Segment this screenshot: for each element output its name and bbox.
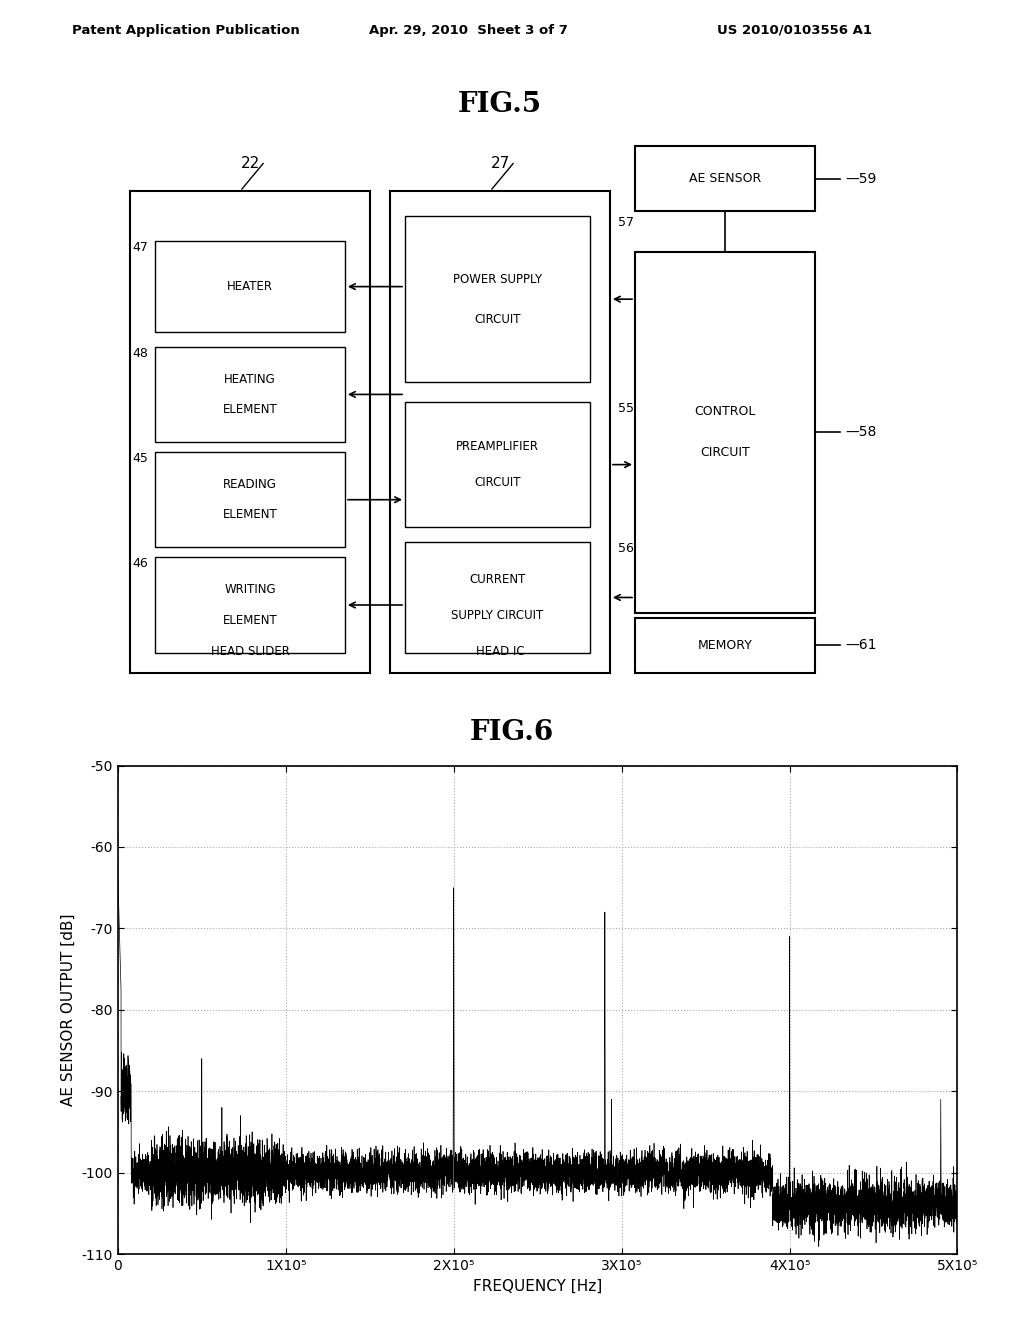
Text: HEAD SLIDER: HEAD SLIDER	[211, 644, 290, 657]
Bar	[155, 242, 345, 331]
Bar	[390, 191, 610, 673]
Text: MEMORY: MEMORY	[697, 639, 753, 652]
Text: 48: 48	[132, 347, 148, 360]
Text: FIG.6: FIG.6	[470, 719, 554, 746]
Text: 47: 47	[132, 242, 148, 255]
Text: SUPPLY CIRCUIT: SUPPLY CIRCUIT	[452, 609, 544, 622]
Text: 57: 57	[618, 216, 634, 230]
Bar	[406, 216, 590, 381]
Y-axis label: AE SENSOR OUTPUT [dB]: AE SENSOR OUTPUT [dB]	[61, 913, 76, 1106]
Text: READING: READING	[223, 478, 276, 491]
Bar	[635, 618, 815, 673]
Text: US 2010/0103556 A1: US 2010/0103556 A1	[717, 24, 871, 37]
Text: 55: 55	[618, 401, 634, 414]
Text: —61: —61	[845, 638, 877, 652]
Bar	[155, 347, 345, 442]
Text: ELEMENT: ELEMENT	[222, 614, 278, 627]
Bar	[406, 543, 590, 652]
Text: HEATER: HEATER	[227, 280, 273, 293]
Text: Patent Application Publication: Patent Application Publication	[72, 24, 299, 37]
Text: CONTROL: CONTROL	[694, 405, 756, 418]
Text: —59: —59	[845, 172, 877, 186]
Text: 45: 45	[132, 451, 148, 465]
X-axis label: FREQUENCY [Hz]: FREQUENCY [Hz]	[473, 1278, 602, 1294]
Text: FIG.5: FIG.5	[458, 91, 542, 117]
Text: CIRCUIT: CIRCUIT	[700, 446, 750, 458]
Text: 22: 22	[241, 156, 260, 172]
Text: CIRCUIT: CIRCUIT	[474, 313, 521, 326]
Text: CURRENT: CURRENT	[469, 573, 525, 586]
Bar	[155, 557, 345, 652]
Bar	[406, 401, 590, 527]
Bar	[155, 451, 345, 548]
Text: ELEMENT: ELEMENT	[222, 508, 278, 521]
Text: Apr. 29, 2010  Sheet 3 of 7: Apr. 29, 2010 Sheet 3 of 7	[369, 24, 567, 37]
Text: ELEMENT: ELEMENT	[222, 403, 278, 416]
Text: WRITING: WRITING	[224, 583, 275, 597]
Text: HEAD IC: HEAD IC	[476, 644, 524, 657]
Bar	[635, 252, 815, 612]
Text: POWER SUPPLY: POWER SUPPLY	[453, 273, 542, 285]
Text: 46: 46	[132, 557, 148, 570]
Text: 56: 56	[618, 543, 634, 556]
Bar	[635, 147, 815, 211]
Text: CIRCUIT: CIRCUIT	[474, 477, 521, 490]
Text: —58: —58	[845, 425, 877, 440]
Text: HEATING: HEATING	[224, 372, 275, 385]
Text: AE SENSOR: AE SENSOR	[689, 173, 761, 185]
Bar	[130, 191, 370, 673]
Text: PREAMPLIFIER: PREAMPLIFIER	[456, 440, 539, 453]
Text: 27: 27	[490, 156, 510, 172]
